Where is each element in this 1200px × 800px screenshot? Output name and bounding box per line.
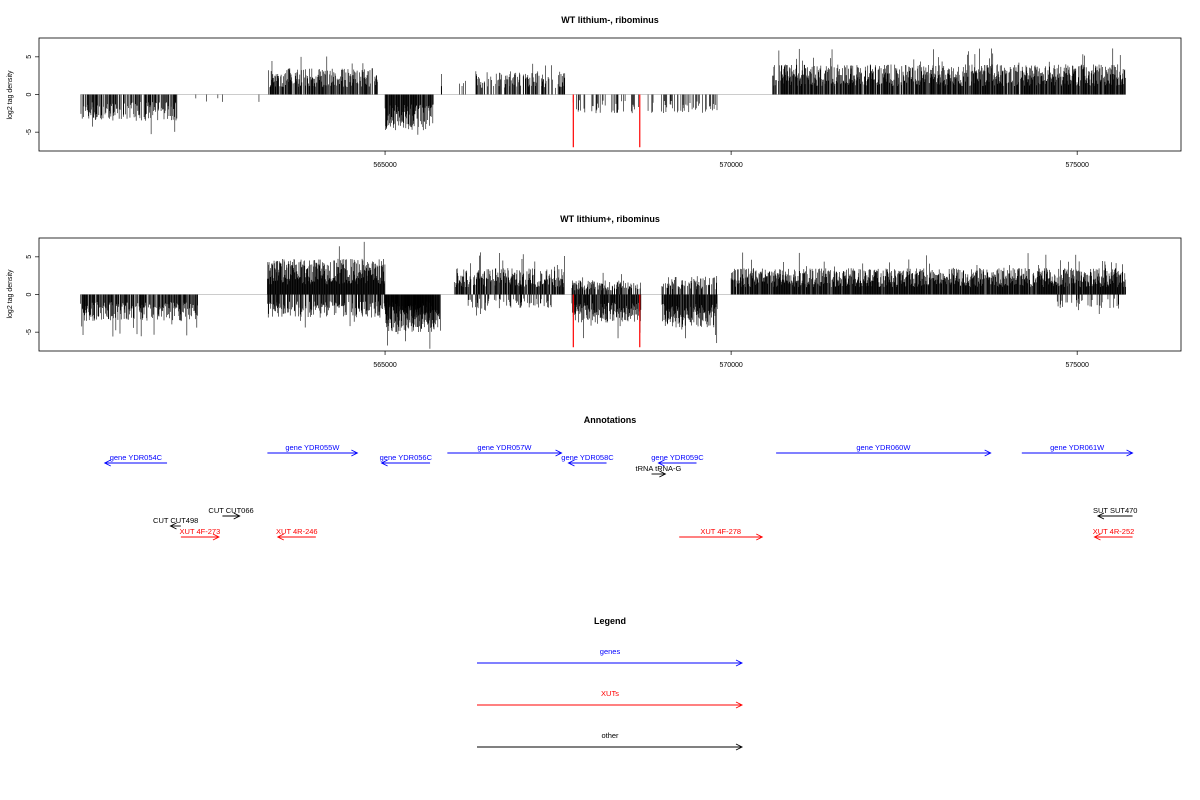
feature-label: gene YDR058C	[561, 453, 614, 462]
feature-arrow-head	[1093, 533, 1101, 541]
feature-label: gene YDR060W	[856, 443, 911, 452]
annotation-feature: gene YDR056C	[380, 453, 433, 467]
y-axis-label: log2 tag density	[7, 70, 14, 120]
y-tick-label: 0	[26, 92, 33, 96]
legend-arrow-head	[735, 701, 744, 709]
annotation-feature: tRNA tRNA-G	[636, 464, 682, 478]
feature-arrow-head	[169, 522, 177, 530]
legend-entries: genes XUTs other	[477, 647, 744, 751]
feature-label: XUT 4F-273	[180, 527, 221, 536]
x-tick-label: 575000	[1066, 362, 1089, 369]
chart-title: WT lithium+, ribominus	[560, 214, 660, 224]
x-tick-label: 565000	[373, 362, 396, 369]
feature-label: gene YDR061W	[1050, 443, 1105, 452]
feature-label: XUT 4R-246	[276, 527, 318, 536]
axes: 565000 570000 575000 -5 0 5	[26, 255, 1089, 369]
legend-arrow-head	[735, 743, 744, 751]
feature-arrow-head	[659, 470, 667, 478]
y-tick-label: 0	[26, 292, 33, 296]
chart-panel-lithium-plus: WT lithium+, ribominus log2 tag density …	[7, 214, 1182, 369]
annotation-feature: gene YDR061W	[1021, 443, 1134, 457]
legend: Legend genes XUTs other	[477, 616, 744, 751]
axes: 565000 570000 575000 -5 0 5	[26, 55, 1089, 169]
feature-label: SUT SUT470	[1093, 506, 1137, 515]
feature-label: gene YDR054C	[110, 453, 163, 462]
annotation-feature: XUT 4F-273	[180, 527, 221, 541]
feature-arrow-head	[103, 459, 111, 467]
annotation-feature: SUT SUT470	[1093, 506, 1137, 520]
feature-arrow-head	[1096, 512, 1105, 520]
annotations-title: Annotations	[584, 415, 637, 425]
feature-label: gene YDR057W	[477, 443, 532, 452]
feature-label: gene YDR059C	[651, 453, 704, 462]
x-tick-label: 570000	[719, 362, 742, 369]
feature-label: XUT 4R-252	[1093, 527, 1135, 536]
annotation-feature: gene YDR054C	[103, 453, 168, 467]
feature-arrow-head	[351, 449, 359, 457]
feature-label: tRNA tRNA-G	[636, 464, 682, 473]
y-tick-label: 5	[26, 55, 33, 59]
chart-panel-lithium-minus: WT lithium-, ribominus log2 tag density …	[7, 15, 1182, 169]
annotation-feature: XUT 4F-278	[679, 527, 764, 541]
annotation-feature: gene YDR057W	[447, 443, 563, 457]
y-tick-label: 5	[26, 255, 33, 259]
chart-title: WT lithium-, ribominus	[561, 15, 659, 25]
feature-arrow-head	[555, 449, 563, 457]
feature-label: gene YDR056C	[380, 453, 433, 462]
legend-entry: XUTs	[477, 689, 744, 709]
x-tick-label: 570000	[719, 162, 742, 169]
feature-arrow-head	[212, 533, 220, 541]
feature-arrow-head	[1126, 449, 1134, 457]
feature-arrow-head	[233, 512, 241, 520]
feature-arrow-head	[984, 449, 992, 457]
annotation-feature: XUT 4R-252	[1093, 527, 1135, 541]
y-tick-label: -5	[26, 129, 33, 135]
legend-label: genes	[600, 647, 621, 656]
legend-entry: other	[477, 731, 744, 751]
annotation-feature: CUT CUT066	[208, 506, 254, 520]
annotation-feature: gene YDR059C	[651, 453, 704, 467]
y-tick-label: -5	[26, 329, 33, 335]
feature-arrow-head	[567, 459, 575, 467]
x-tick-label: 575000	[1066, 162, 1089, 169]
x-tick-label: 565000	[373, 162, 396, 169]
annotation-features: gene YDR054C gene YDR055W gene YDR056C gene…	[103, 443, 1137, 541]
feature-label: XUT 4F-278	[700, 527, 741, 536]
annotation-feature: CUT CUT498	[153, 516, 198, 530]
annotation-feature: gene YDR058C	[561, 453, 614, 467]
y-axis-label: log2 tag density	[7, 269, 14, 319]
annotation-feature: gene YDR055W	[267, 443, 359, 457]
bar-group	[80, 241, 1126, 349]
annotation-feature: gene YDR060W	[776, 443, 992, 457]
annotation-feature: XUT 4R-246	[276, 527, 318, 541]
legend-label: other	[601, 731, 619, 740]
feature-arrow-head	[756, 533, 764, 541]
feature-arrow-head	[276, 533, 284, 541]
feature-label: gene YDR055W	[285, 443, 340, 452]
bar-group	[80, 48, 1126, 148]
feature-arrow-head	[380, 459, 388, 467]
legend-label: XUTs	[601, 689, 619, 698]
legend-arrow-head	[735, 659, 744, 667]
legend-entry: genes	[477, 647, 744, 667]
feature-arrow-head	[657, 459, 665, 467]
legend-title: Legend	[594, 616, 626, 626]
feature-label: CUT CUT066	[208, 506, 253, 515]
feature-label: CUT CUT498	[153, 516, 198, 525]
